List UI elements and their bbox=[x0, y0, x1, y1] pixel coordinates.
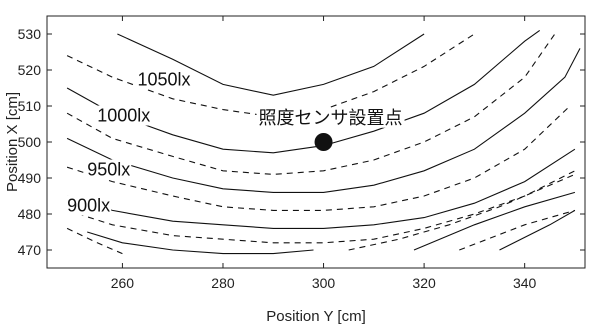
contour-line-13 bbox=[459, 209, 576, 251]
contour-label-2: 1000lx bbox=[97, 106, 150, 126]
contour-line-4 bbox=[66, 33, 556, 175]
sensor-point-marker bbox=[314, 133, 333, 151]
y-tick-label: 530 bbox=[18, 26, 42, 42]
contour-label-4: 900lx bbox=[67, 196, 110, 216]
contour-line-14 bbox=[499, 209, 576, 251]
contour-line-10 bbox=[348, 173, 576, 251]
y-tick-label: 500 bbox=[18, 134, 42, 150]
plot-area: 1050lx 1000lx 950lx 900lx 照度センサ設置点 bbox=[66, 29, 581, 255]
contour-line-5 bbox=[66, 48, 581, 193]
sensor-point-label: 照度センサ設置点 bbox=[259, 108, 403, 128]
contour-line-11 bbox=[66, 227, 123, 255]
x-tick-label: 280 bbox=[211, 275, 235, 291]
contour-line-1 bbox=[117, 33, 425, 96]
contour-line-3 bbox=[66, 29, 541, 154]
contour-label-background bbox=[136, 69, 192, 90]
y-tick-label: 470 bbox=[18, 242, 42, 258]
x-tick-label: 340 bbox=[513, 275, 537, 291]
contour-line-12 bbox=[413, 191, 576, 251]
x-axis-title: Position Y [cm] bbox=[266, 308, 366, 325]
y-axis-title: Position X [cm] bbox=[4, 92, 21, 192]
contour-line-2 bbox=[66, 33, 475, 118]
contour-line-8 bbox=[66, 170, 576, 244]
x-tick-label: 300 bbox=[312, 275, 336, 291]
contour-line-9 bbox=[87, 231, 314, 255]
contour-line-7 bbox=[66, 148, 576, 229]
contour-line-6 bbox=[66, 105, 571, 211]
y-tick-label: 520 bbox=[18, 62, 42, 78]
sensor-point-label-background bbox=[256, 107, 405, 128]
contour-label-3: 950lx bbox=[87, 160, 130, 180]
contour-label-background bbox=[66, 195, 112, 216]
y-tick-label: 480 bbox=[18, 206, 42, 222]
contour-label-background bbox=[96, 105, 152, 126]
x-axis-ticks: 260 280 300 320 340 bbox=[111, 16, 537, 291]
x-tick-label: 320 bbox=[412, 275, 436, 291]
y-tick-label: 510 bbox=[18, 98, 42, 114]
x-tick-label: 260 bbox=[111, 275, 135, 291]
y-tick-label: 490 bbox=[18, 170, 42, 186]
contour-label-1: 1050lx bbox=[138, 70, 191, 90]
y-axis-ticks: 470 480 490 500 510 520 530 bbox=[18, 26, 585, 258]
contour-label-background bbox=[86, 159, 132, 180]
